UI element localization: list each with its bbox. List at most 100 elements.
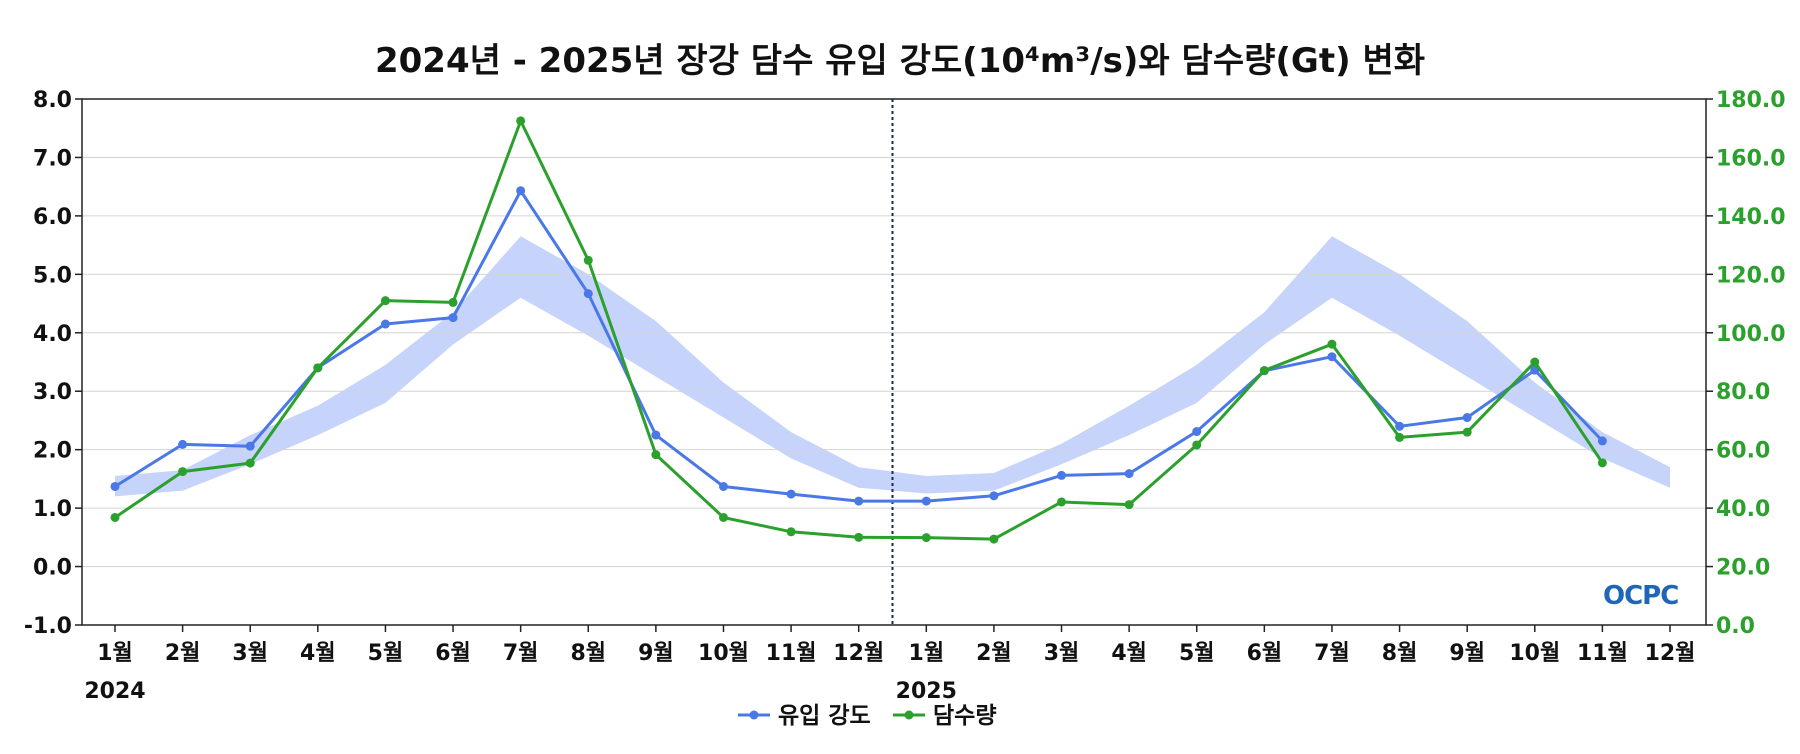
- series-point: [1395, 432, 1405, 442]
- y-right-tick-label: 160.0: [1716, 146, 1786, 171]
- legend-swatch-marker: [749, 710, 759, 720]
- series-point: [110, 481, 120, 491]
- y-right-tick-label: 40.0: [1716, 497, 1770, 522]
- series-point: [1530, 357, 1540, 367]
- climatology-band-area: [115, 236, 1670, 497]
- legend-swatch-marker: [904, 710, 914, 720]
- x-tick-label: 2월: [165, 641, 201, 666]
- series-point: [1327, 352, 1337, 362]
- series-point: [651, 450, 661, 460]
- series-point: [380, 319, 390, 329]
- series-point: [1259, 365, 1269, 375]
- series-point: [1597, 458, 1607, 468]
- series-point: [718, 512, 728, 522]
- y-left-tick-label: 8.0: [33, 88, 72, 113]
- legend-label: 유입 강도: [778, 703, 871, 729]
- series-point: [178, 467, 188, 477]
- series-1: [110, 186, 1607, 506]
- series-point: [921, 496, 931, 506]
- x-tick-label: 10월: [698, 641, 749, 666]
- series-lines: [110, 116, 1607, 544]
- series-point: [1192, 440, 1202, 450]
- series-point: [1057, 470, 1067, 480]
- y-left-tick-label: 3.0: [33, 380, 72, 405]
- y-left-tick-label: 5.0: [33, 263, 72, 288]
- x-tick-label: 10월: [1509, 641, 1560, 666]
- axes: -1.0 0.0 1.0 2.0 3.0 4.0 5.0 6.0 7.0 8.0 0.0 20.0 40…: [24, 88, 1786, 704]
- series-point: [718, 481, 728, 491]
- x-tick-label: 7월: [503, 641, 539, 666]
- y-right-tick-label: 20.0: [1716, 556, 1770, 581]
- y-right-tick-label: 140.0: [1716, 205, 1786, 230]
- series-point: [1124, 500, 1134, 510]
- y-left-tick-label: 6.0: [33, 205, 72, 230]
- y-left-tick-label: 1.0: [33, 497, 72, 522]
- series-point: [989, 491, 999, 501]
- series-point: [448, 313, 458, 323]
- series-point: [1124, 469, 1134, 479]
- series-point: [1462, 427, 1472, 437]
- ocpc-logo-text: OCPC: [1603, 581, 1678, 611]
- series-point: [1462, 413, 1472, 423]
- x-tick-label: 5월: [368, 641, 404, 666]
- series-2: [110, 116, 1607, 544]
- y-right-tick-label: 80.0: [1716, 380, 1770, 405]
- chart-title: 2024년 - 2025년 장강 담수 유입 강도(10⁴m³/s)와 담수량(…: [375, 41, 1425, 81]
- series-point: [854, 496, 864, 506]
- legend-label: 담수량: [933, 703, 996, 729]
- series-point: [448, 297, 458, 307]
- legend: 유입 강도 담수량: [738, 703, 996, 729]
- y-left-tick-label: 7.0: [33, 146, 72, 171]
- y-left-tick-label: -1.0: [24, 614, 72, 639]
- x-tick-label: 4월: [1111, 641, 1147, 666]
- x-tick-label: 8월: [570, 641, 606, 666]
- grid-lines: [82, 156, 1706, 568]
- series-point: [583, 289, 593, 299]
- x-tick-label: 3월: [1044, 641, 1080, 666]
- x-tick-label: 7월: [1314, 641, 1350, 666]
- x-tick-label: 11월: [766, 641, 817, 666]
- y-left-tick-label: 4.0: [33, 322, 72, 347]
- x-tick-label: 2월: [976, 641, 1012, 666]
- series-point: [516, 116, 526, 126]
- x-tick-label: 1월: [97, 641, 133, 666]
- series-point: [380, 296, 390, 306]
- series-point: [1395, 421, 1405, 431]
- series-point: [1597, 436, 1607, 446]
- x-tick-label: 12월: [833, 641, 884, 666]
- year-label: 2025: [896, 679, 957, 704]
- x-tick-label: 9월: [638, 641, 674, 666]
- y-right-tick-label: 120.0: [1716, 263, 1786, 288]
- y-left-tick-label: 2.0: [33, 439, 72, 464]
- series-point: [921, 533, 931, 543]
- x-tick-label: 6월: [1247, 641, 1283, 666]
- y-left-tick-label: 0.0: [33, 556, 72, 581]
- series-point: [516, 186, 526, 196]
- x-tick-label: 12월: [1645, 641, 1696, 666]
- y-right-tick-label: 60.0: [1716, 439, 1770, 464]
- series-point: [786, 527, 796, 537]
- series-point: [313, 363, 323, 373]
- series-point: [1192, 427, 1202, 437]
- climatology-band: [115, 236, 1670, 497]
- x-tick-label: 6월: [435, 641, 471, 666]
- year-label: 2024: [84, 679, 145, 704]
- series-point: [110, 512, 120, 522]
- x-tick-label: 11월: [1577, 641, 1628, 666]
- x-tick-label: 9월: [1449, 641, 1485, 666]
- series-point: [786, 489, 796, 499]
- y-right-tick-label: 180.0: [1716, 88, 1786, 113]
- series-point: [1327, 339, 1337, 349]
- x-tick-label: 8월: [1382, 641, 1418, 666]
- y-right-tick-label: 100.0: [1716, 322, 1786, 347]
- plot-frame: [81, 98, 1707, 626]
- x-tick-label: 5월: [1179, 641, 1215, 666]
- series-point: [178, 439, 188, 449]
- series-point: [854, 532, 864, 542]
- ocpc-logo: OCPC: [1603, 581, 1679, 611]
- x-tick-label: 1월: [909, 641, 945, 666]
- series-point: [583, 255, 593, 265]
- series-point: [245, 441, 255, 451]
